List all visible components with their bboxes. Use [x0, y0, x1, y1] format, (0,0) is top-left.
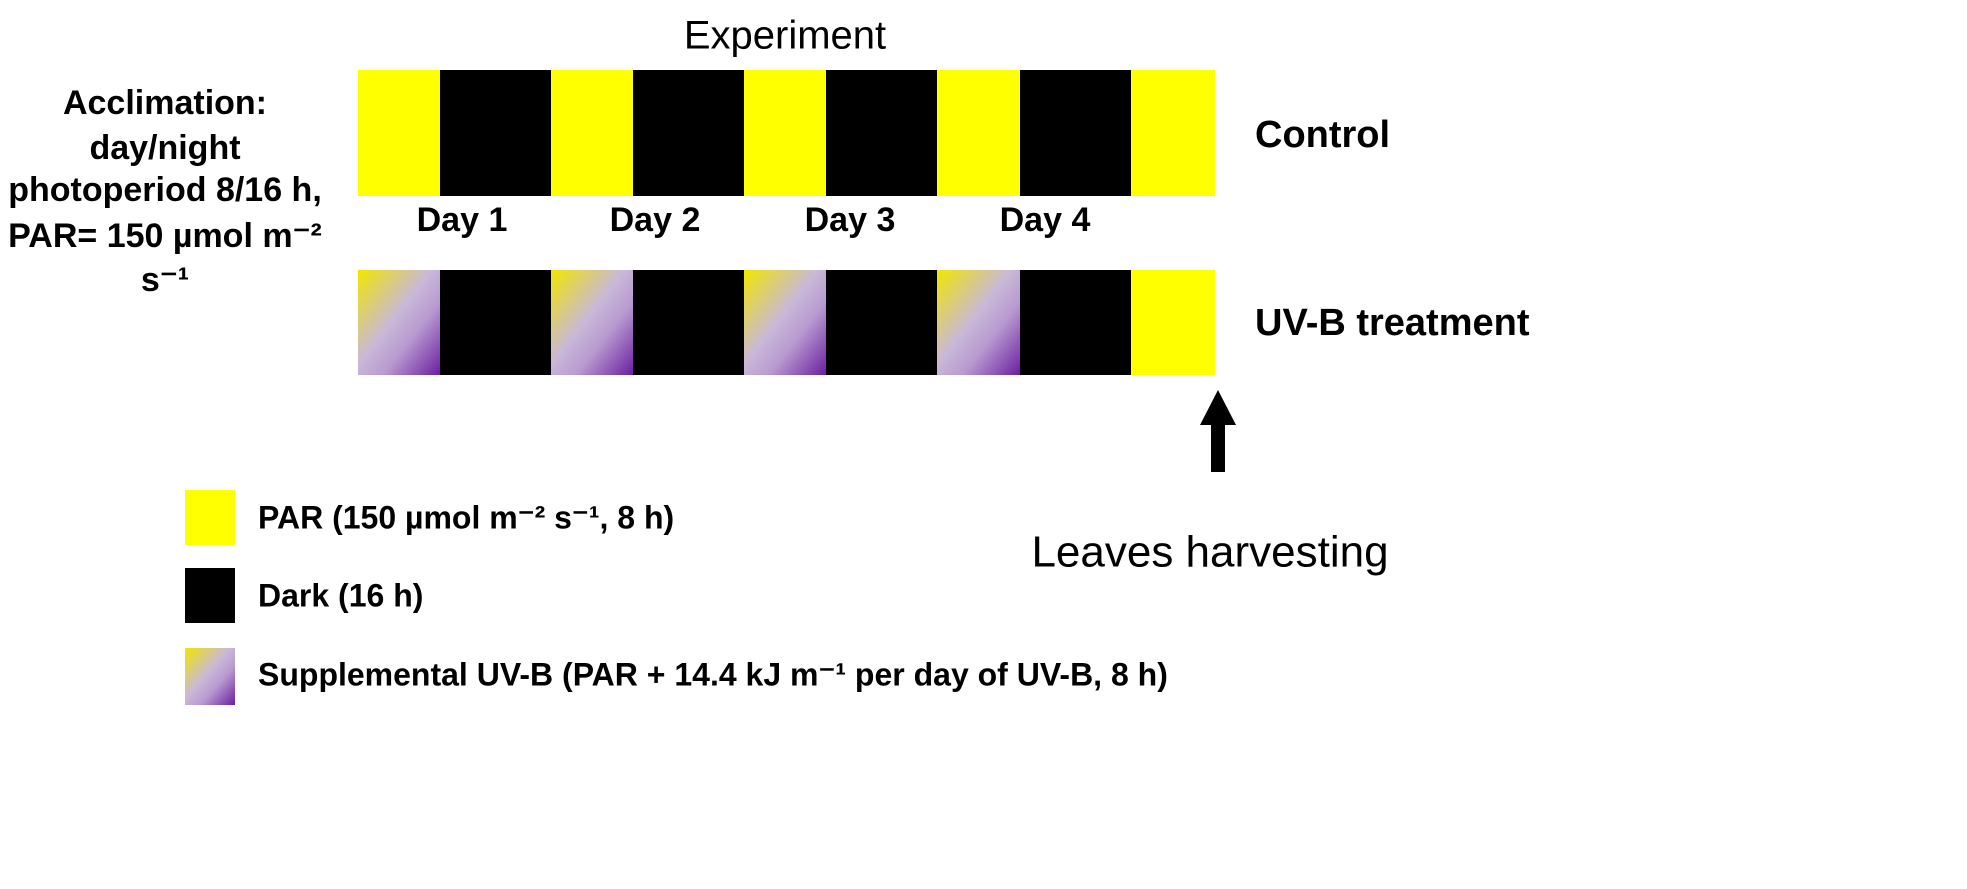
- period-block: [1131, 270, 1215, 375]
- period-block: [744, 270, 826, 375]
- period-block: [551, 270, 633, 375]
- acclimation-line: photoperiod 8/16 h,: [8, 171, 322, 209]
- title: Experiment: [684, 14, 886, 58]
- period-block: [744, 70, 826, 196]
- harvest-label: Leaves harvesting: [1031, 528, 1388, 577]
- period-block: [826, 270, 937, 375]
- day-label: Day 4: [1000, 201, 1091, 239]
- period-block: [440, 270, 551, 375]
- row-label: Control: [1255, 114, 1390, 156]
- acclimation-line: s⁻¹: [141, 261, 189, 299]
- period-block: [1020, 70, 1131, 196]
- acclimation-line: Acclimation:: [63, 84, 267, 122]
- period-block: [633, 270, 744, 375]
- period-block: [1020, 270, 1131, 375]
- period-block: [937, 270, 1020, 375]
- day-label: Day 2: [610, 201, 701, 239]
- harvest-arrow: [1200, 390, 1236, 472]
- period-block: [826, 70, 937, 196]
- period-block: [551, 70, 633, 196]
- day-label: Day 3: [805, 201, 896, 239]
- period-block: [440, 70, 551, 196]
- period-block: [937, 70, 1020, 196]
- legend-swatch: [185, 568, 235, 623]
- legend-swatch: [185, 648, 235, 705]
- period-block: [1131, 70, 1215, 196]
- legend-label: Dark (16 h): [258, 577, 423, 613]
- legend-swatch: [185, 490, 235, 545]
- period-block: [358, 70, 440, 196]
- legend-label: PAR (150 µmol m⁻² s⁻¹, 8 h): [258, 499, 674, 535]
- arrow-head: [1200, 390, 1236, 425]
- arrow-shaft: [1211, 420, 1225, 472]
- period-block: [633, 70, 744, 196]
- legend-label: Supplemental UV-B (PAR + 14.4 kJ m⁻¹ per…: [258, 656, 1168, 692]
- row-label: UV-B treatment: [1255, 302, 1530, 344]
- acclimation-line: day/night: [89, 129, 240, 167]
- day-label: Day 1: [417, 201, 508, 239]
- period-block: [358, 270, 440, 375]
- acclimation-line: PAR= 150 µmol m⁻²: [8, 217, 322, 255]
